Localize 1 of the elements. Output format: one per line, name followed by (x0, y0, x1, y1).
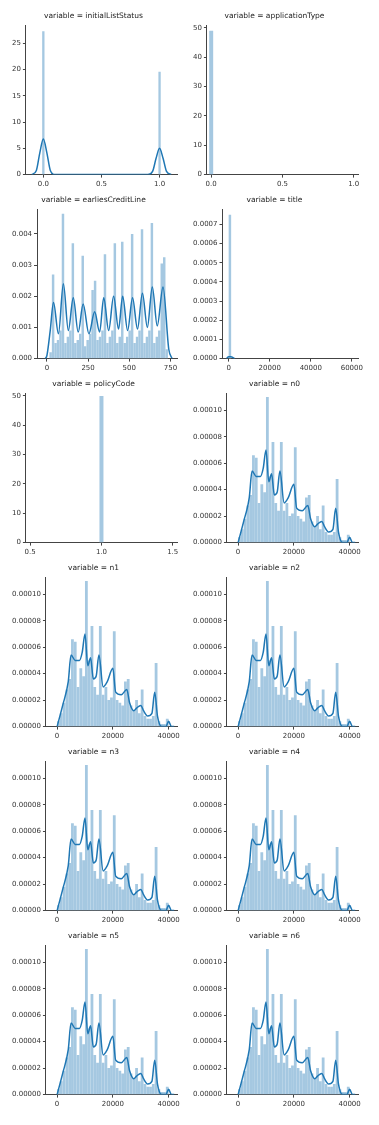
line-series (44, 283, 173, 359)
